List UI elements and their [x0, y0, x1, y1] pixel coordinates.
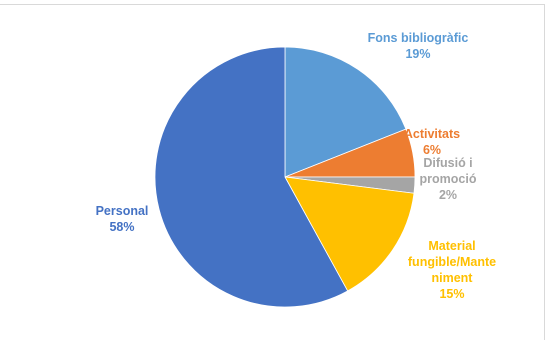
data-label-line: Fons bibliogràfic	[368, 31, 469, 45]
data-label-line: 2%	[439, 188, 457, 202]
data-label-line: Difusió i	[423, 156, 472, 170]
pie-slice-personal	[154, 46, 349, 308]
data-label-line: promoció	[420, 172, 477, 186]
data-label-line: Personal	[96, 204, 149, 218]
data-label-fons-bibliogr-fic: Fons bibliogràfic 19%	[368, 31, 469, 61]
data-label-activitats: Activitats 6%	[404, 127, 460, 157]
data-label-line: 19%	[405, 47, 430, 61]
data-label-line: 15%	[439, 287, 464, 301]
pie-slice-fons-bibliogr-fic	[284, 46, 407, 178]
data-label-personal: Personal 58%	[96, 204, 149, 234]
data-label-line: Activitats	[404, 127, 460, 141]
data-label-line: 6%	[423, 143, 441, 157]
pie-slice-material-fungible-manteniment	[284, 176, 415, 292]
data-labels: Fons bibliogràfic 19% Activitats 6%Difusió …	[96, 31, 497, 301]
data-label-line: fungible/Mante	[408, 255, 496, 269]
data-label-line: 58%	[109, 220, 134, 234]
data-label-material-fungible-manteniment: Material fungible/Mante niment 15%	[408, 239, 496, 301]
data-label-difusi-i-promoci-: Difusió i promoció 2%	[420, 156, 477, 202]
pie-slices	[154, 46, 416, 308]
data-label-line: niment	[432, 271, 474, 285]
chart-frame-border	[0, 4, 545, 340]
data-label-line: Material	[428, 239, 475, 253]
